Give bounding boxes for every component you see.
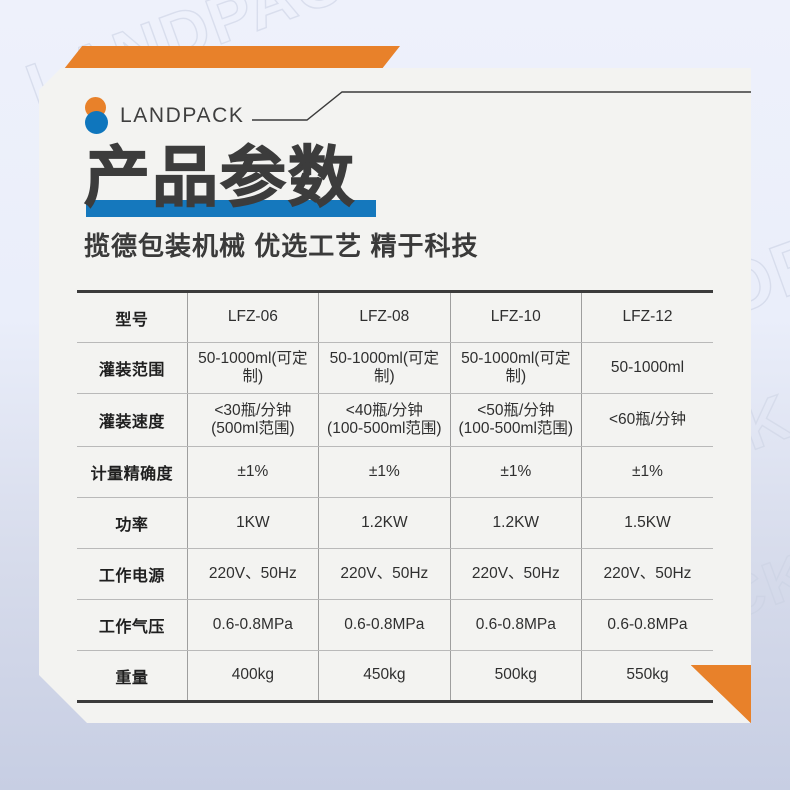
spec-cell: LFZ-08 [319, 292, 450, 343]
spec-cell-value: <60瓶/分钟 [608, 410, 687, 428]
spec-cell: <60瓶/分钟 [582, 394, 714, 447]
spec-cell: 1.2KW [319, 498, 450, 549]
spec-cell: 50-1000ml(可定制) [450, 343, 581, 394]
spec-cell-value: 50-1000ml(可定制) [198, 349, 308, 385]
spec-table: 型号 LFZ-06 LFZ-08 LFZ-10 LFZ-12 灌装范围 50-1000ml(… [77, 290, 713, 703]
spec-cell: 50-1000ml [582, 343, 714, 394]
spec-cell-subvalue: (100-500ml范围) [327, 420, 442, 437]
brand-name: LANDPACK [120, 104, 245, 127]
spec-cell-value: <30瓶/分钟 [214, 401, 292, 419]
spec-row-label: 工作气压 [77, 600, 187, 651]
spec-cell: LFZ-12 [582, 292, 714, 343]
table-row: 灌装速度 <30瓶/分钟 (500ml范围) <40瓶/分钟 (100-500ml范围)… [77, 394, 713, 447]
spec-cell: 400kg [187, 651, 318, 702]
page-title: 产品参数 [84, 140, 356, 214]
spec-cell: 500kg [450, 651, 581, 702]
spec-cell: 1.5KW [582, 498, 714, 549]
table-row: 型号 LFZ-06 LFZ-08 LFZ-10 LFZ-12 [77, 292, 713, 343]
spec-cell-value: 220V、50Hz [603, 564, 692, 582]
spec-cell: <50瓶/分钟 (100-500ml范围) [450, 394, 581, 447]
spec-cell: LFZ-06 [187, 292, 318, 343]
spec-cell: 220V、50Hz [319, 549, 450, 600]
spec-cell-value: ±1% [368, 462, 400, 480]
spec-cell-value: ±1% [237, 462, 269, 480]
spec-cell-value: 0.6-0.8MPa [212, 615, 293, 633]
spec-cell-value: 1.5KW [624, 513, 671, 531]
spec-row-label: 型号 [77, 292, 187, 343]
spec-cell-value: LFZ-08 [359, 308, 410, 326]
title-underline-bar [86, 200, 376, 217]
spec-cell: <40瓶/分钟 (100-500ml范围) [319, 394, 450, 447]
spec-row-label: 功率 [77, 498, 187, 549]
spec-cell: 220V、50Hz [187, 549, 318, 600]
spec-cell-subvalue: (100-500ml范围) [458, 420, 574, 437]
spec-cell: 0.6-0.8MPa [582, 600, 714, 651]
spec-cell-value: 220V、50Hz [208, 564, 297, 582]
table-row: 计量精确度 ±1% ±1% ±1% ±1% [77, 447, 713, 498]
spec-cell-value: LFZ-06 [227, 308, 278, 326]
spec-cell-value: 0.6-0.8MPa [607, 615, 688, 633]
table-row: 重量 400kg 450kg 500kg 550kg [77, 651, 713, 702]
spec-cell-value: <40瓶/分钟 [345, 401, 423, 419]
logo-circle-blue-icon [85, 111, 108, 134]
spec-row-label: 重量 [77, 651, 187, 702]
spec-cell: ±1% [319, 447, 450, 498]
corner-triangle-decoration [691, 665, 751, 723]
spec-row-label: 工作电源 [77, 549, 187, 600]
spec-cell: 220V、50Hz [450, 549, 581, 600]
content-card: LANDPACK 产品参数 揽德包装机械 优选工艺 精于科技 [39, 68, 751, 723]
table-row: 工作气压 0.6-0.8MPa 0.6-0.8MPa 0.6-0.8MPa 0.6-0.… [77, 600, 713, 651]
spec-cell: ±1% [187, 447, 318, 498]
spec-cell: ±1% [582, 447, 714, 498]
spec-cell: 0.6-0.8MPa [187, 600, 318, 651]
orange-banner [64, 46, 400, 69]
spec-cell: 0.6-0.8MPa [319, 600, 450, 651]
table-row: 工作电源 220V、50Hz 220V、50Hz 220V、50Hz 220V、50Hz [77, 549, 713, 600]
spec-cell: 220V、50Hz [582, 549, 714, 600]
spec-cell-value: <50瓶/分钟 [477, 401, 555, 419]
landpack-logo-icon [84, 97, 110, 137]
spec-cell: 450kg [319, 651, 450, 702]
spec-cell: 0.6-0.8MPa [450, 600, 581, 651]
decorative-polyline [252, 72, 751, 132]
spec-cell-subvalue: (500ml范围) [211, 420, 295, 437]
spec-cell-value: 50-1000ml(可定制) [461, 349, 571, 385]
spec-cell-value: 220V、50Hz [340, 564, 429, 582]
spec-cell-value: 0.6-0.8MPa [344, 615, 425, 633]
spec-cell: <30瓶/分钟 (500ml范围) [187, 394, 318, 447]
spec-cell-value: 450kg [363, 666, 406, 684]
spec-cell-value: 1.2KW [361, 513, 408, 531]
spec-cell: ±1% [450, 447, 581, 498]
spec-cell: 1.2KW [450, 498, 581, 549]
spec-cell: 1KW [187, 498, 318, 549]
spec-row-label: 灌装范围 [77, 343, 187, 394]
table-row: 功率 1KW 1.2KW 1.2KW 1.5KW [77, 498, 713, 549]
spec-cell-value: 500kg [494, 666, 537, 684]
page-title-block: 产品参数 [84, 136, 484, 228]
spec-cell-value: LFZ-12 [622, 308, 673, 326]
spec-cell: 50-1000ml(可定制) [319, 343, 450, 394]
spec-cell-value: ±1% [500, 462, 532, 480]
spec-row-label: 计量精确度 [77, 447, 187, 498]
spec-cell-value: ±1% [632, 462, 663, 480]
spec-row-label: 灌装速度 [77, 394, 187, 447]
spec-table-container: 型号 LFZ-06 LFZ-08 LFZ-10 LFZ-12 灌装范围 50-1000ml(… [77, 290, 713, 703]
table-row: 灌装范围 50-1000ml(可定制) 50-1000ml(可定制) 50-1000m… [77, 343, 713, 394]
spec-cell-value: 50-1000ml [610, 358, 685, 376]
spec-table-body: 型号 LFZ-06 LFZ-08 LFZ-10 LFZ-12 灌装范围 50-1000ml(… [77, 292, 713, 702]
spec-cell-value: LFZ-10 [490, 308, 541, 326]
page-subtitle: 揽德包装机械 优选工艺 精于科技 [84, 231, 479, 261]
spec-cell-value: 1.2KW [492, 513, 540, 531]
spec-cell: 50-1000ml(可定制) [187, 343, 318, 394]
spec-cell: LFZ-10 [450, 292, 581, 343]
spec-cell-value: 400kg [231, 666, 274, 684]
spec-cell-value: 0.6-0.8MPa [475, 615, 556, 633]
spec-cell-value: 1KW [236, 513, 270, 531]
spec-cell-value: 550kg [626, 666, 669, 684]
brand-logo-row: LANDPACK [84, 96, 724, 138]
spec-cell-value: 50-1000ml(可定制) [329, 349, 440, 385]
spec-cell-value: 220V、50Hz [471, 564, 560, 582]
